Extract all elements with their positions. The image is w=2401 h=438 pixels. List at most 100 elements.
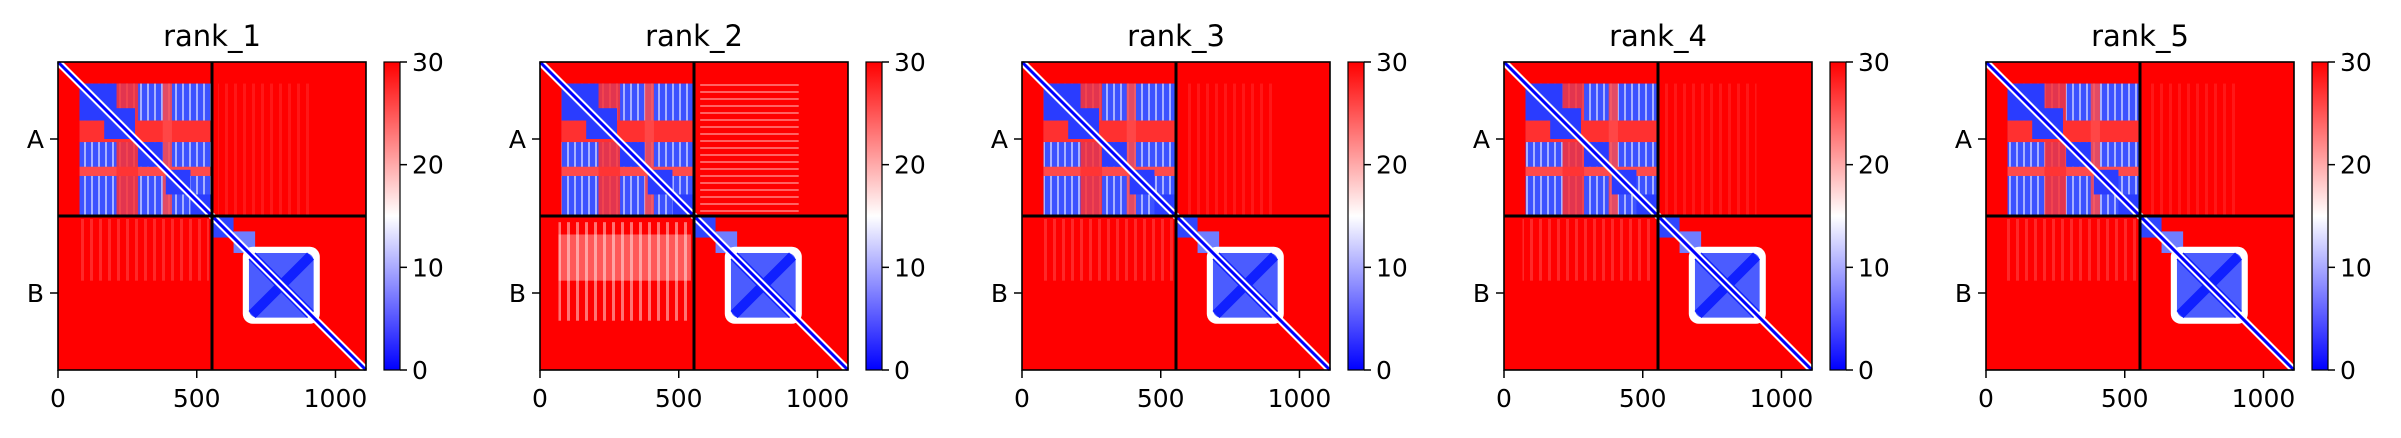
colorbar-frame: [2311, 61, 2329, 371]
colorbar-tick-label: 0: [1376, 356, 1392, 385]
x-tick-label: 1000: [1750, 384, 1814, 413]
panel-title: rank_3: [1127, 19, 1225, 53]
interchain-ab-texture: [700, 83, 799, 216]
panel-rank_2: rank_2 A B 0 500 1000 0 10 20 30: [509, 19, 926, 413]
colorbar-tick-label: 30: [1376, 48, 1408, 77]
x-tick-label: 0: [1014, 384, 1030, 413]
colorbar-tick-label: 10: [894, 253, 926, 282]
x-tick-label: 0: [50, 384, 66, 413]
panel-rank_5: rank_5 A B 0 500 1000 0 10 20 30: [1955, 19, 2372, 413]
block-gap-row: [79, 166, 212, 176]
y-tick-label: B: [1955, 279, 1972, 308]
interchain-ba-texture: [2004, 219, 2137, 281]
colorbar-frame: [383, 61, 401, 371]
block-gap-col: [644, 83, 654, 216]
panel-title: rank_4: [1609, 19, 1707, 53]
block-gap-row: [1525, 166, 1658, 176]
panel-rank_3: rank_3 A B 0 500 1000 0 10 20 30: [991, 19, 1408, 413]
panel-title: rank_2: [645, 19, 743, 53]
x-tick-label: 500: [1137, 384, 1185, 413]
block-gap-row: [2007, 166, 2140, 176]
colorbar-tick-label: 20: [1376, 151, 1408, 180]
colorbar: [866, 62, 882, 370]
colorbar: [2312, 62, 2328, 370]
x-tick-label: 0: [532, 384, 548, 413]
y-tick-label: A: [991, 125, 1008, 154]
plot-frame: [1503, 61, 1813, 371]
x-tick-label: 1000: [304, 384, 368, 413]
plot-frame: [1021, 61, 1331, 371]
x-tick-label: 1000: [2232, 384, 2296, 413]
colorbar: [1830, 62, 1846, 370]
colorbar-frame: [1829, 61, 1847, 371]
panel-rank_4: rank_4 A B 0 500 1000 0 10 20 30: [1473, 19, 1890, 413]
y-tick-label: B: [509, 279, 526, 308]
interchain-ba-texture: [1040, 219, 1173, 281]
colorbar-tick-label: 20: [894, 151, 926, 180]
colorbar: [1348, 62, 1364, 370]
colorbar-tick-label: 10: [2340, 253, 2372, 282]
x-tick-label: 500: [655, 384, 703, 413]
block-gap-row: [561, 166, 694, 176]
block-gap-row: [561, 120, 694, 143]
y-tick-label: A: [1473, 125, 1490, 154]
block-gap-col: [162, 83, 172, 216]
block-gap-row: [1525, 120, 1658, 143]
colorbar-frame: [865, 61, 883, 371]
colorbar-tick-label: 20: [2340, 151, 2372, 180]
x-tick-label: 500: [2101, 384, 2149, 413]
interchain-ba-texture: [1522, 219, 1655, 281]
colorbar-frame: [1347, 61, 1365, 371]
interchain-ba-texture: [558, 222, 691, 321]
block-gap-col: [116, 83, 139, 216]
block-gap-row: [1043, 120, 1176, 143]
block-gap-col: [598, 83, 621, 216]
panel-title: rank_1: [163, 19, 261, 53]
block-gap-row: [79, 120, 212, 143]
y-tick-label: A: [509, 125, 526, 154]
interchain-ab-texture: [1182, 83, 1275, 216]
interchain-ab-texture: [2146, 83, 2239, 216]
colorbar-tick-label: 30: [1858, 48, 1890, 77]
x-tick-label: 0: [1978, 384, 1994, 413]
panel-rank_1: rank_1 A B 0 500 1000 0 10 20 30: [27, 19, 444, 413]
plot-frame: [1985, 61, 2295, 371]
y-tick-label: A: [1955, 125, 1972, 154]
colorbar-tick-label: 10: [1376, 253, 1408, 282]
colorbar-tick-label: 30: [2340, 48, 2372, 77]
block-gap-row: [1043, 166, 1176, 176]
y-tick-label: B: [1473, 279, 1490, 308]
x-tick-label: 1000: [786, 384, 850, 413]
block-gap-col: [2044, 83, 2067, 216]
colorbar-tick-label: 0: [2340, 356, 2356, 385]
colorbar-tick-label: 0: [894, 356, 910, 385]
block-gap-col: [1608, 83, 1618, 216]
plot-frame: [539, 61, 849, 371]
block-gap-col: [1126, 83, 1136, 216]
block-gap-row: [2007, 120, 2140, 143]
x-tick-label: 1000: [1268, 384, 1332, 413]
interchain-ba-texture: [76, 219, 209, 281]
plot-frame: [57, 61, 367, 371]
panel-title: rank_5: [2091, 19, 2189, 53]
interchain-ab-texture: [1664, 83, 1757, 216]
interchain-ab-texture: [218, 83, 311, 216]
colorbar: [384, 62, 400, 370]
colorbar-tick-label: 30: [894, 48, 926, 77]
colorbar-tick-label: 30: [412, 48, 444, 77]
y-tick-label: B: [27, 279, 44, 308]
colorbar-tick-label: 20: [412, 151, 444, 180]
x-tick-label: 0: [1496, 384, 1512, 413]
colorbar-tick-label: 20: [1858, 151, 1890, 180]
colorbar-tick-label: 10: [412, 253, 444, 282]
y-tick-label: B: [991, 279, 1008, 308]
colorbar-tick-label: 10: [1858, 253, 1890, 282]
block-gap-col: [1080, 83, 1103, 216]
y-tick-label: A: [27, 125, 44, 154]
x-tick-label: 500: [1619, 384, 1667, 413]
colorbar-tick-label: 0: [412, 356, 428, 385]
x-tick-label: 500: [173, 384, 221, 413]
block-gap-col: [2090, 83, 2100, 216]
block-gap-col: [1562, 83, 1585, 216]
